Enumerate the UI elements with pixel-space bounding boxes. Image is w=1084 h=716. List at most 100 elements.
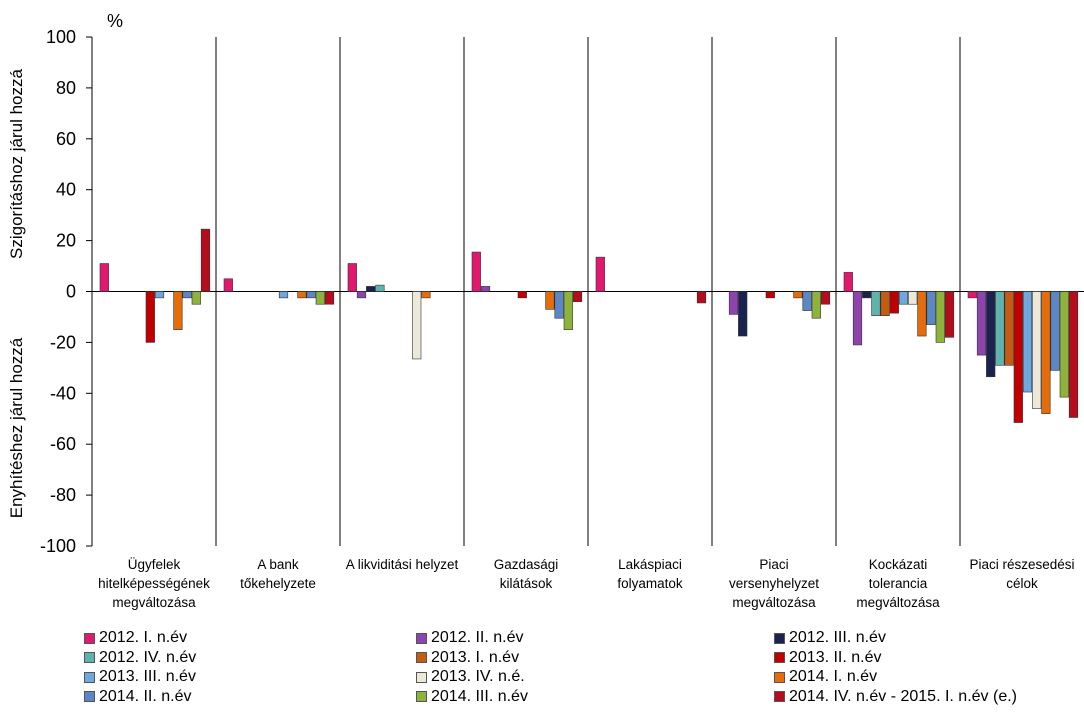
y-tick-label: 40 xyxy=(56,180,76,200)
bar xyxy=(696,291,707,304)
legend-swatch xyxy=(84,652,95,663)
bar xyxy=(880,291,890,316)
legend-swatch xyxy=(84,691,95,702)
legend-swatch xyxy=(774,691,785,702)
legend-item: 2013. II. n.év xyxy=(774,648,882,668)
bar xyxy=(182,291,192,299)
bar xyxy=(986,291,996,378)
bar xyxy=(843,272,853,292)
legend-item: 2012. IV. n.év xyxy=(84,648,196,668)
x-tick-label: folyamatok xyxy=(617,576,683,591)
x-tick-label: Gazdasági xyxy=(494,557,559,572)
bar xyxy=(563,291,573,330)
bar xyxy=(471,251,481,292)
bar xyxy=(917,291,927,337)
x-tick-label: megváltozása xyxy=(856,595,940,610)
x-tick-label: versenyhelyzet xyxy=(729,576,819,591)
bar xyxy=(1050,291,1060,371)
bar xyxy=(572,291,583,302)
bar xyxy=(944,291,955,338)
legend-swatch xyxy=(84,671,95,683)
bar xyxy=(200,228,211,292)
legend-label: 2012. II. n.év xyxy=(431,629,524,646)
legend-swatch xyxy=(416,691,427,702)
bar xyxy=(99,263,109,292)
y-tick-label: -80 xyxy=(50,485,76,505)
y-axis-label-top: Szigorításhoz járul hozzá xyxy=(7,68,26,258)
x-axis-labels: Ügyfelek hitelképességének megváltozása A b… xyxy=(98,557,1074,610)
y-tick-label: -100 xyxy=(40,536,76,556)
legend-item: 2013. I. n.év xyxy=(416,648,519,668)
legend-label: 2013. III. n.év xyxy=(99,668,196,685)
bar xyxy=(967,291,977,299)
x-tick-label: A bank xyxy=(257,557,299,572)
bar xyxy=(517,291,527,299)
bar xyxy=(375,284,385,292)
bar xyxy=(554,291,564,319)
legend-label: 2012. IV. n.év xyxy=(99,648,197,666)
bar xyxy=(738,291,748,337)
x-tick-label: tőkehelyzete xyxy=(240,576,316,591)
y-tick-label: 20 xyxy=(56,231,76,251)
legend-label: 2013. II. n.év xyxy=(789,648,882,666)
legend-item: 2013. III. n.év xyxy=(84,667,196,687)
legend-item: 2012. II. n.év xyxy=(416,628,524,648)
x-tick-label: megváltozása xyxy=(732,595,816,610)
bar xyxy=(1041,291,1051,414)
legend-swatch xyxy=(774,652,785,663)
bar xyxy=(1068,291,1079,418)
legend-label: 2014. II. n.év xyxy=(99,687,192,705)
x-tick-label: célok xyxy=(1006,576,1038,591)
legend-item: 2014. IV. n.év - 2015. I. n.év (e.) xyxy=(774,687,1017,707)
legend-item: 2014. II. n.év xyxy=(84,687,192,707)
bar xyxy=(871,291,881,316)
x-tick-label: tolerancia xyxy=(869,576,928,591)
x-tick-label: Kockázati xyxy=(869,557,928,572)
legend-swatch xyxy=(774,671,785,683)
bar xyxy=(154,291,165,299)
legend-label: 2014. I. n.év xyxy=(789,668,878,685)
bar xyxy=(297,291,307,299)
legend-swatch xyxy=(416,671,427,683)
x-tick-label: Piaci xyxy=(759,557,788,572)
x-tick-label: Lakáspiaci xyxy=(618,557,682,572)
bar xyxy=(412,291,422,360)
x-tick-label: Ügyfelek xyxy=(128,557,181,572)
legend-item: 2014. III. n.év xyxy=(416,687,528,707)
chart: 100 80 60 40 20 0 -20 -40 -60 -80 -100 Ügyfelek hit… xyxy=(7,11,1084,610)
bar xyxy=(1022,291,1033,393)
y-tick-label: 80 xyxy=(56,78,76,98)
y-tick-label: 0 xyxy=(66,282,76,302)
bar xyxy=(908,291,918,305)
bar xyxy=(1059,291,1069,398)
bar xyxy=(889,291,899,314)
bar xyxy=(1032,291,1042,409)
bar xyxy=(145,291,155,343)
bar xyxy=(306,291,316,299)
bar xyxy=(976,291,987,356)
bar xyxy=(728,291,739,315)
legend-swatch xyxy=(416,632,427,644)
unit-label: % xyxy=(107,11,123,31)
x-tick-label: Piaci részesedési xyxy=(969,557,1074,572)
bar xyxy=(926,291,936,325)
bar xyxy=(862,291,872,299)
bars xyxy=(99,228,1079,423)
bar xyxy=(315,291,325,305)
category-dividers xyxy=(215,37,961,546)
x-tick-label: hitelképességének xyxy=(98,576,210,591)
bar xyxy=(935,291,945,343)
legend-swatch xyxy=(774,632,785,644)
y-tick-label: -40 xyxy=(50,383,76,403)
bar xyxy=(545,291,555,310)
bar xyxy=(811,291,821,319)
bar xyxy=(278,291,289,299)
legend-item: 2013. IV. n.é. xyxy=(416,667,525,687)
x-tick-label: kilátások xyxy=(500,576,553,591)
x-tick-label: megváltozása xyxy=(112,595,196,610)
bar xyxy=(480,286,491,292)
y-axis-label-bottom: Enyhítéshez járul hozzá xyxy=(7,337,26,518)
bar xyxy=(995,291,1005,366)
bar xyxy=(356,291,367,299)
legend-label: 2014. III. n.év xyxy=(431,687,528,705)
